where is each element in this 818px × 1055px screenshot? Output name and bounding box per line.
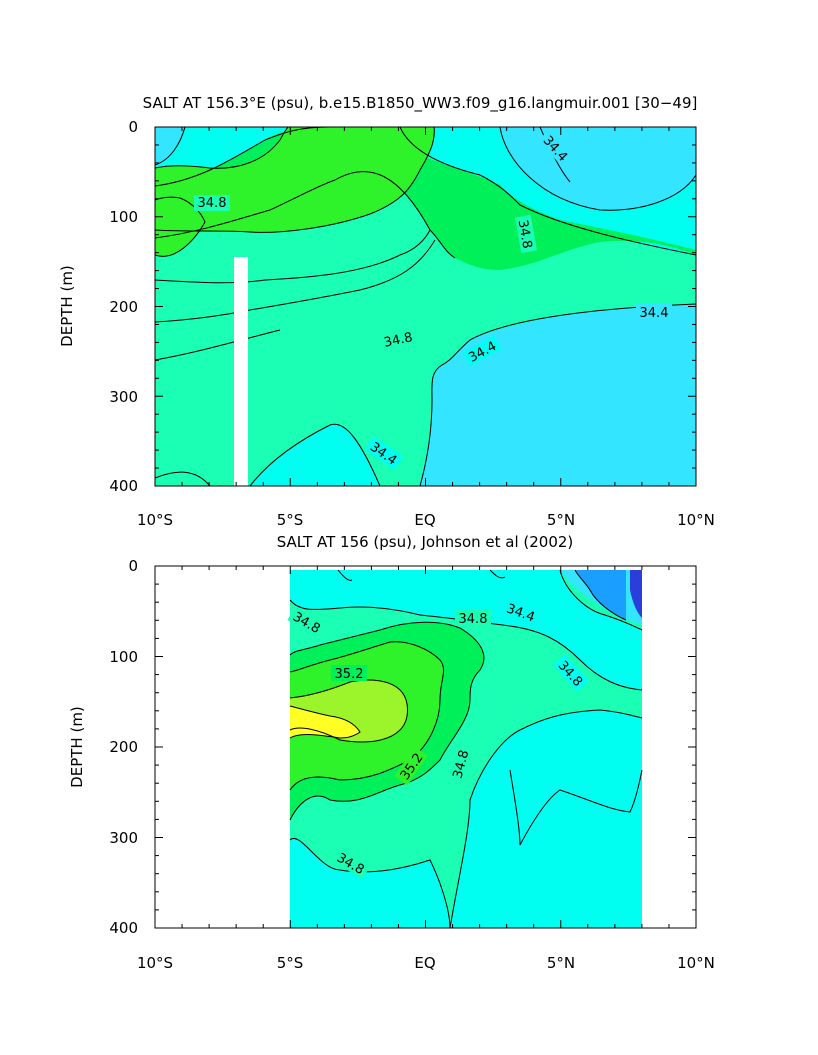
y-tick-label: 0 bbox=[128, 557, 138, 575]
y-axis-label: DEPTH (m) bbox=[68, 706, 86, 788]
y-axis: 0 100 200 300 400 DEPTH (m) bbox=[58, 118, 138, 495]
y-tick-label: 400 bbox=[109, 919, 138, 937]
contour-label: 34.4 bbox=[640, 306, 669, 321]
contour-line bbox=[289, 705, 361, 739]
y-tick-label: 200 bbox=[109, 738, 138, 756]
contour-line bbox=[155, 229, 431, 284]
x-tick-label: 5°N bbox=[547, 511, 575, 529]
x-tick-label: 10°S bbox=[137, 511, 173, 529]
contour-label: 34.8 bbox=[515, 219, 535, 250]
band-34_4-34_6-deep-right bbox=[450, 710, 642, 928]
x-axis: 10°S 5°S EQ 5°N 10°N bbox=[137, 954, 715, 972]
panel-observations: SALT AT 156 (psu), Johnson et al (2002) bbox=[68, 533, 715, 972]
x-tick-label: 10°N bbox=[677, 511, 715, 529]
x-tick-label: 5°S bbox=[277, 954, 304, 972]
contour-line bbox=[489, 569, 506, 579]
y-tick-label: 200 bbox=[109, 298, 138, 316]
band-34_0-34_2 bbox=[575, 570, 626, 620]
contour-lines bbox=[155, 127, 696, 486]
band-34_6-34_8-deep bbox=[155, 230, 435, 322]
contour-line bbox=[509, 769, 643, 846]
contour-line bbox=[289, 621, 485, 821]
contour-line bbox=[155, 171, 456, 259]
contour-label: 34.8 bbox=[459, 612, 488, 627]
x-tick-label: EQ bbox=[414, 954, 435, 972]
contour-line bbox=[449, 709, 643, 928]
x-axis: 10°S 5°S EQ 5°N 10°N bbox=[137, 511, 715, 529]
y-tick-label: 100 bbox=[109, 648, 138, 666]
chart-title: SALT AT 156 (psu), Johnson et al (2002) bbox=[277, 533, 574, 551]
contour-label: 34.8 bbox=[198, 196, 227, 211]
contour-line bbox=[289, 679, 408, 743]
band-34_4-34_6-bottom bbox=[290, 838, 450, 928]
y-axis-label: DEPTH (m) bbox=[58, 265, 76, 347]
contour-line bbox=[337, 569, 353, 581]
y-tick-label: 300 bbox=[109, 829, 138, 847]
y-tick-label: 300 bbox=[109, 388, 138, 406]
contour-label: 35.2 bbox=[335, 667, 364, 682]
y-tick-label: 0 bbox=[128, 118, 138, 136]
band-lt-34_0 bbox=[630, 570, 642, 618]
band-34_2-34_4-upper-left bbox=[155, 127, 185, 165]
panel-model: SALT AT 156.3°E (psu), b.e15.B1850_WW3.f… bbox=[58, 94, 715, 529]
band-gt-35_4 bbox=[290, 706, 360, 738]
y-axis: 0 100 200 300 400 DEPTH (m) bbox=[68, 557, 138, 937]
x-tick-label: 5°N bbox=[547, 954, 575, 972]
contour-line bbox=[419, 303, 696, 486]
contour-label: 34.8 bbox=[383, 330, 414, 351]
contour-line bbox=[249, 423, 381, 486]
contour-fill-area bbox=[155, 127, 696, 486]
contour-line bbox=[499, 127, 696, 211]
contour-line bbox=[574, 569, 627, 621]
contour-line bbox=[289, 641, 445, 791]
missing-data-column bbox=[234, 257, 248, 486]
contour-line bbox=[155, 127, 186, 166]
y-tick-label: 100 bbox=[109, 208, 138, 226]
contour-label: 34.8 bbox=[450, 748, 472, 780]
tick-marks bbox=[154, 565, 697, 929]
tick-marks bbox=[154, 126, 697, 487]
contour-line bbox=[559, 569, 643, 631]
y-tick-label: 400 bbox=[109, 477, 138, 495]
contour-line bbox=[155, 471, 211, 486]
contour-line bbox=[289, 837, 451, 928]
x-tick-label: 5°S bbox=[277, 511, 304, 529]
contour-line bbox=[155, 127, 331, 187]
contour-line bbox=[155, 329, 281, 361]
x-tick-label: 10°S bbox=[137, 954, 173, 972]
band-35_2-35_4 bbox=[155, 197, 205, 257]
x-tick-label: EQ bbox=[414, 511, 435, 529]
band-34_4-34_6-top bbox=[290, 570, 642, 690]
x-tick-label: 10°N bbox=[677, 954, 715, 972]
chart-title: SALT AT 156.3°E (psu), b.e15.B1850_WW3.f… bbox=[143, 94, 698, 113]
contour-line bbox=[399, 127, 696, 256]
contour-line bbox=[155, 127, 435, 233]
contour-line bbox=[155, 239, 436, 323]
